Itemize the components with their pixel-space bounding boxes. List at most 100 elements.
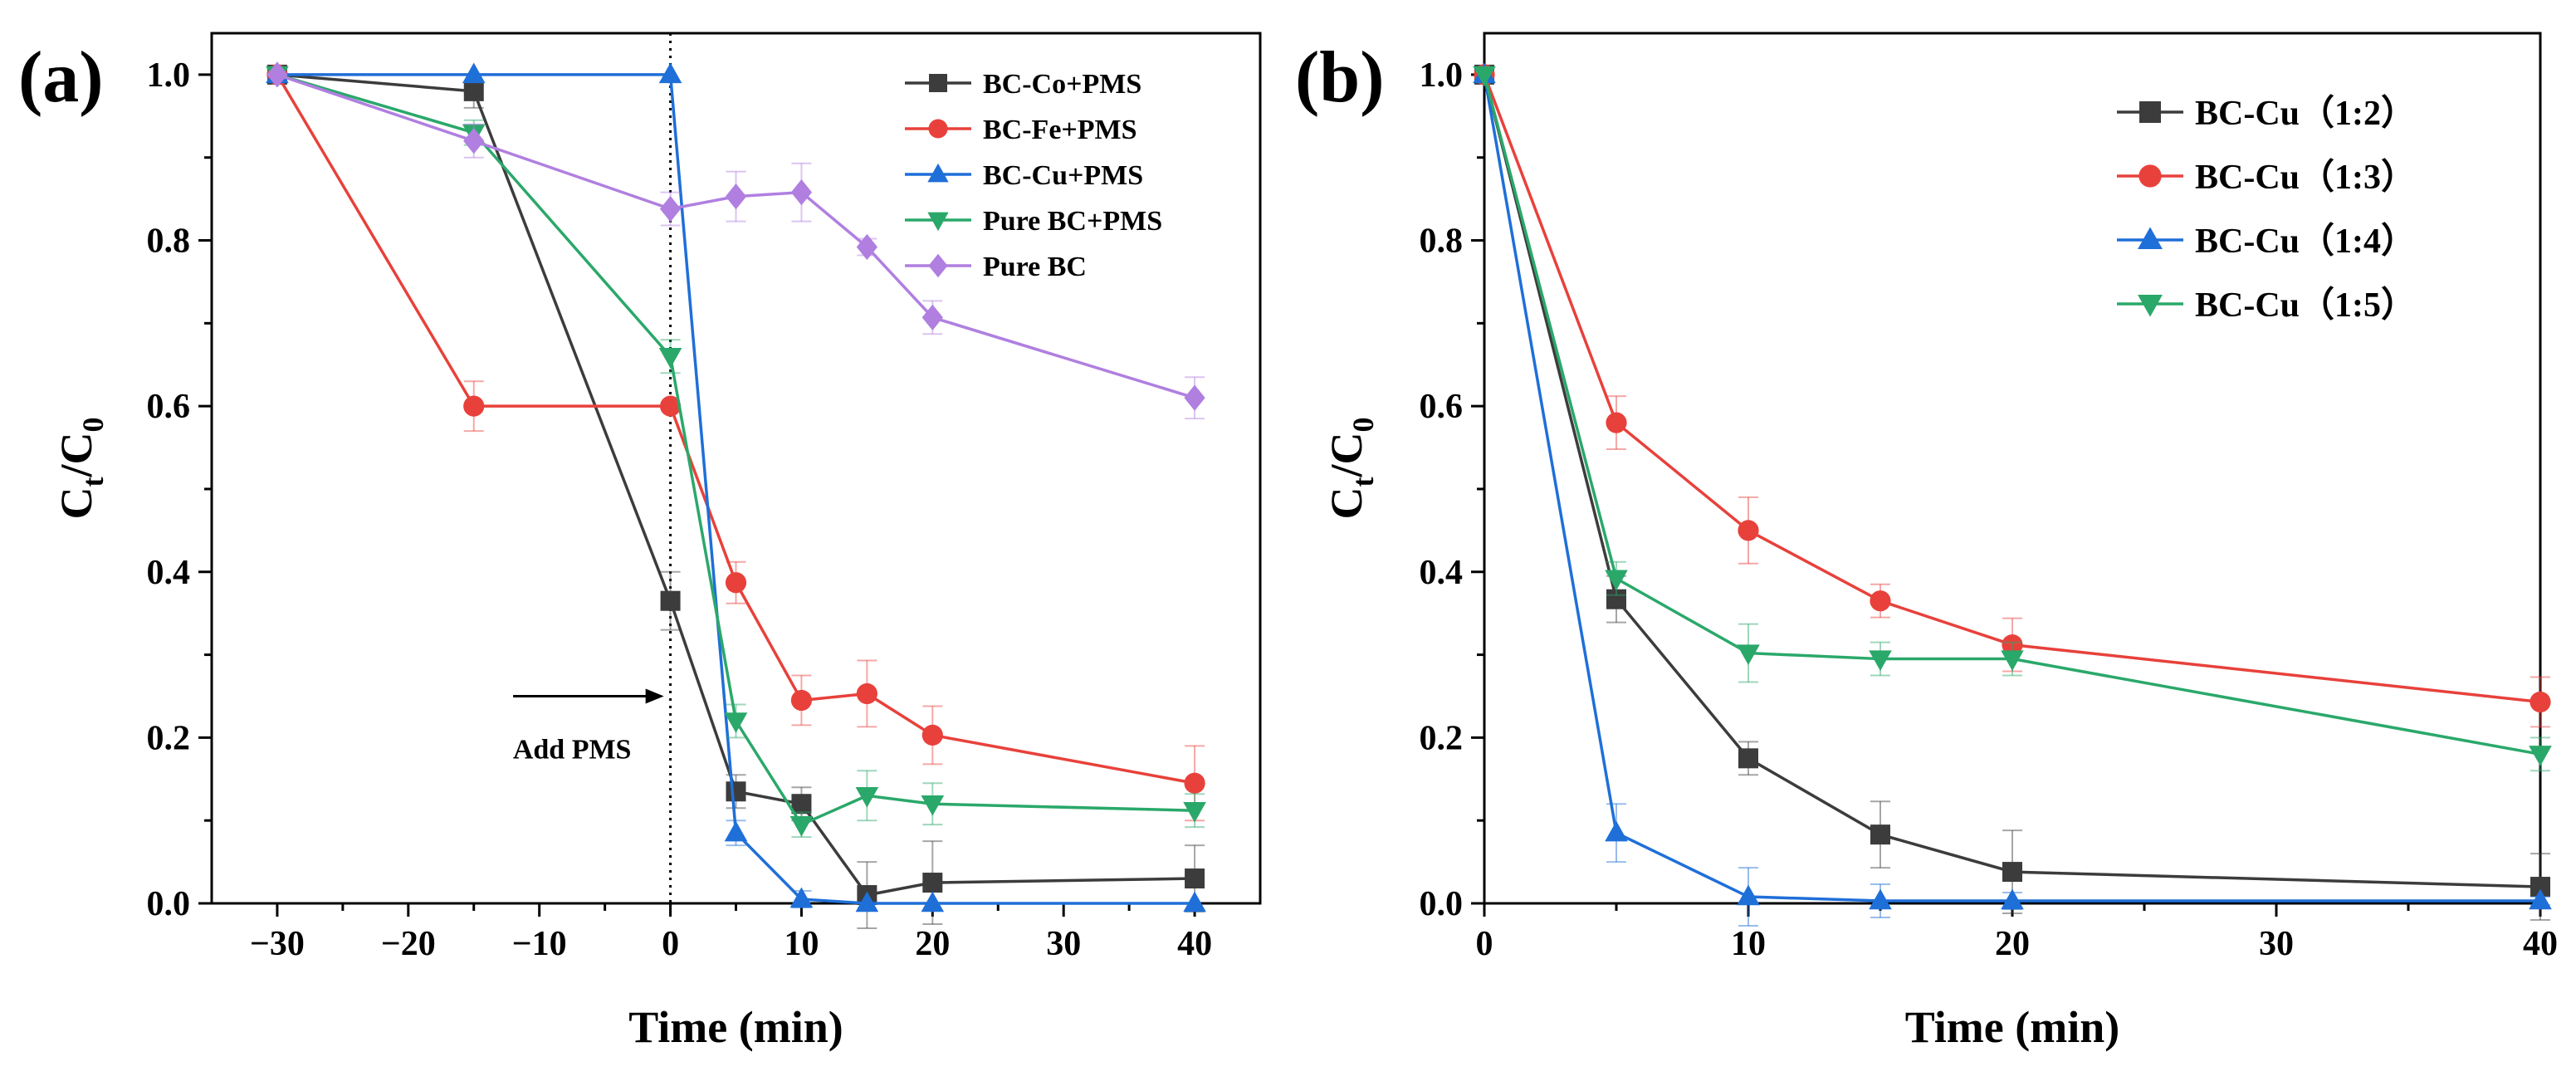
y-axis-title-part: C: [1322, 487, 1371, 520]
legend-entry: BC-Cu（1:2）: [2117, 94, 2416, 133]
data-point: [1184, 772, 1205, 794]
data-point: [725, 183, 747, 210]
data-point: [462, 62, 486, 84]
data-point: [660, 590, 681, 611]
y-axis-title-part: /C: [1322, 433, 1371, 478]
y-tick-label: 0.2: [1420, 719, 1464, 757]
y-tick-label: 0.0: [1420, 885, 1464, 923]
legend-label: BC-Cu（1:3）: [2195, 158, 2416, 197]
x-tick-label: 20: [915, 925, 950, 963]
y-axis-title-part: t: [76, 477, 110, 487]
panel-label: (a): [18, 37, 104, 118]
series-bc-co-pms: [266, 64, 1205, 929]
series-bc-cu-1-3-: [1474, 64, 2551, 728]
data-point: [1869, 650, 1892, 671]
data-point: [1605, 820, 1628, 842]
data-point: [2530, 691, 2551, 713]
data-point: [1606, 589, 1626, 609]
series-pure-bc: [266, 61, 1205, 420]
data-point: [1738, 748, 1758, 769]
data-point: [856, 233, 877, 261]
legend-entry: BC-Cu+PMS: [905, 160, 1143, 191]
data-point: [1870, 824, 1890, 845]
data-point: [1606, 412, 1627, 433]
legend-marker: [927, 212, 949, 232]
legend-marker: [2139, 164, 2162, 188]
series-bc-cu-1-5-: [1473, 66, 2552, 772]
legend-label: Pure BC: [983, 252, 1087, 282]
y-tick-label: 1.0: [1420, 56, 1464, 95]
data-point: [659, 395, 682, 417]
data-point: [921, 795, 945, 816]
legend-label: BC-Cu（1:2）: [2195, 94, 2416, 133]
x-tick-label: 40: [1177, 925, 1212, 963]
data-point: [2001, 888, 2024, 910]
data-point: [2001, 650, 2024, 671]
series-line: [276, 73, 1195, 399]
data-point: [1183, 891, 1206, 912]
data-point: [724, 820, 748, 842]
data-point: [463, 128, 485, 154]
data-point: [1869, 888, 1892, 910]
data-point: [1605, 570, 1628, 591]
x-axis-title: Time (min): [1905, 1002, 2119, 1052]
legend-entry: Pure BC: [905, 252, 1087, 282]
data-point: [658, 348, 682, 369]
data-point: [2529, 888, 2552, 910]
x-tick-label: 10: [1731, 925, 1766, 963]
y-axis-title-part: 0: [1347, 418, 1380, 433]
data-point: [266, 61, 288, 88]
legend-label: BC-Cu（1:5）: [2195, 286, 2416, 325]
x-tick-label: 0: [1476, 925, 1493, 963]
legend-label: Pure BC+PMS: [983, 206, 1162, 237]
y-tick-label: 0.6: [147, 388, 191, 426]
legend-label: BC-Fe+PMS: [983, 115, 1137, 145]
series-line: [276, 73, 1195, 905]
y-axis-title-part: /C: [51, 433, 101, 478]
y-axis-title: Ct/C0: [1322, 418, 1380, 520]
legend-entry: BC-Cu（1:5）: [2117, 286, 2416, 325]
series-line: [1483, 74, 2541, 704]
data-point: [921, 891, 945, 912]
data-point: [659, 195, 682, 223]
y-tick-label: 0.8: [1420, 223, 1464, 261]
x-tick-label: −30: [250, 925, 305, 963]
legend-entry: BC-Cu（1:3）: [2117, 158, 2416, 197]
y-axis-title-part: C: [51, 487, 101, 520]
panel-label: (b): [1295, 37, 1385, 118]
x-tick-label: 30: [1046, 925, 1081, 963]
y-tick-label: 0.4: [1420, 554, 1464, 592]
series-bc-cu-pms: [266, 62, 1206, 912]
y-axis-title-part: t: [1347, 477, 1380, 487]
y-tick-label: 0.4: [147, 554, 191, 592]
y-axis-title-part: 0: [76, 418, 110, 433]
legend-marker: [2138, 294, 2163, 317]
data-point: [1185, 868, 1205, 889]
x-tick-label: 10: [784, 925, 819, 963]
y-tick-label: 0.0: [147, 885, 191, 923]
data-point: [789, 815, 814, 837]
data-point: [463, 81, 484, 101]
x-axis-title: Time (min): [628, 1002, 843, 1052]
x-tick-label: 0: [662, 925, 679, 963]
data-point: [2529, 746, 2552, 766]
legend-marker: [928, 119, 948, 139]
y-tick-label: 0.2: [147, 719, 191, 757]
y-tick-label: 0.8: [147, 223, 191, 261]
data-point: [1184, 384, 1205, 411]
data-point: [658, 62, 682, 84]
data-point: [1738, 520, 1759, 541]
series-line: [1483, 74, 2540, 903]
series-bc-cu-1-2-: [1474, 64, 2550, 921]
data-point: [1183, 802, 1206, 823]
data-point: [726, 781, 746, 802]
series-bc-fe-pms: [266, 64, 1205, 822]
legend-marker: [927, 163, 949, 183]
y-axis-title: Ct/C0: [51, 418, 110, 520]
series-bc-cu-1-4-: [1473, 62, 2552, 927]
series-line: [276, 73, 1195, 897]
chart-panel-b: (b) 0 10 20 30 40 0.0 0.2 0.4 0.6 0.8 1.0 Time (min)…: [1295, 32, 2558, 1052]
series-line: [276, 74, 1195, 785]
series-line: [1483, 74, 2541, 888]
data-point: [855, 787, 879, 808]
